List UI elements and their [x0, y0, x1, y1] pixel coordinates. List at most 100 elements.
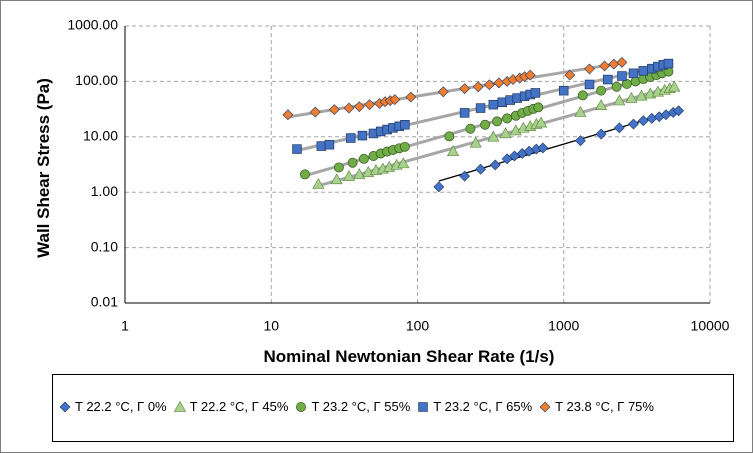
data-point-series-4	[459, 83, 471, 95]
data-point-series-4	[524, 69, 536, 81]
fit-line-series-4	[287, 61, 623, 119]
data-point-series-4	[472, 81, 484, 93]
data-point-series-2	[596, 85, 607, 96]
data-point-series-3	[346, 133, 356, 143]
data-point-series-1	[625, 91, 638, 103]
data-point-series-3	[324, 139, 335, 150]
circle-marker-icon	[296, 401, 307, 412]
data-point-series-2	[465, 123, 476, 134]
data-point-series-1	[312, 177, 325, 189]
data-point-series-2	[492, 116, 503, 127]
legend-label: T 22.2 °C, Γ 0%	[75, 399, 167, 414]
data-point-series-1	[447, 145, 460, 156]
legend-marker-shape	[59, 401, 71, 412]
data-point-series-4	[483, 79, 495, 91]
data-point-series-4	[328, 104, 340, 116]
x-axis-title: Nominal Newtonian Shear Rate (1/s)	[264, 347, 555, 366]
data-point-series-2	[358, 153, 369, 164]
legend: T 22.2 °C, Γ 0% T 22.2 °C, Γ 45% T 23.2 °C…	[52, 374, 734, 442]
data-point-series-4	[343, 102, 355, 114]
legend-items: T 22.2 °C, Γ 0% T 22.2 °C, Γ 45% T 23.2 °C…	[59, 399, 661, 414]
data-point-series-1	[353, 168, 366, 180]
y-tick-label: 1.00	[91, 183, 118, 199]
data-point-series-4	[599, 60, 610, 72]
data-point-series-1	[613, 94, 626, 106]
data-point-series-2	[300, 169, 310, 180]
data-point-series-2	[611, 81, 622, 92]
legend-marker-shape	[296, 401, 307, 412]
x-tick-label: 10	[263, 317, 279, 333]
axes	[124, 26, 710, 304]
data-point-series-0	[628, 118, 639, 130]
data-point-series-3	[316, 141, 327, 151]
data-point-series-0	[433, 181, 445, 193]
data-point-series-4	[616, 57, 628, 68]
data-point-series-2	[480, 119, 491, 130]
legend-marker-shape	[418, 401, 429, 412]
data-point-series-1	[469, 136, 482, 148]
data-point-series-4	[608, 58, 620, 70]
data-point-series-1	[535, 116, 548, 128]
data-point-series-4	[309, 106, 321, 118]
data-point-series-0	[637, 115, 649, 127]
data-point-series-2	[577, 90, 588, 101]
legend-label: T 23.2 °C, Γ 55%	[311, 399, 411, 414]
data-point-series-3	[292, 144, 302, 154]
data-point-series-3	[628, 68, 639, 79]
data-point-series-1	[574, 105, 587, 117]
x-tick-label: 10000	[691, 317, 730, 333]
data-point-series-0	[459, 170, 471, 182]
x-tick-label: 1	[121, 317, 129, 333]
legend-marker-shape	[173, 400, 186, 412]
tick-labels: 1 10 100 1000 10000 0.01 0.10 1.00 10.00 100.00 10…	[67, 17, 729, 334]
data-point-series-2	[444, 131, 455, 142]
legend-item: T 23.2 °C, Γ 55%	[295, 399, 410, 414]
y-axis-title: Wall Shear Stress (Pa)	[34, 78, 53, 258]
x-tick-label: 100	[406, 317, 430, 333]
data-point-series-3	[530, 88, 541, 98]
data-point-series-0	[537, 142, 549, 154]
legend-label: T 22.2 °C, Γ 45%	[189, 399, 289, 414]
data-point-series-3	[617, 71, 627, 81]
diamond-marker-icon	[539, 401, 551, 412]
data-point-series-3	[475, 103, 486, 113]
y-tick-label: 10.00	[83, 128, 118, 144]
legend-label: T 23.8 °C, Γ 75%	[555, 399, 654, 414]
data-point-series-3	[584, 79, 595, 90]
data-point-series-4	[405, 91, 417, 103]
triangle-marker-icon	[173, 400, 186, 412]
data-point-series-1	[487, 130, 500, 142]
data-point-series-2	[347, 157, 358, 168]
data-point-series-1	[330, 173, 343, 185]
data-point-series-3	[638, 66, 649, 76]
y-tick-label: 0.01	[91, 294, 118, 310]
data-point-series-3	[558, 85, 569, 96]
data-point-series-1	[635, 89, 648, 101]
data-point-series-3	[603, 74, 613, 85]
data-point-series-2	[333, 162, 344, 173]
data-point-series-3	[488, 99, 499, 110]
y-tick-label: 0.10	[91, 238, 118, 254]
data-point-series-4	[437, 86, 449, 98]
data-point-series-0	[646, 112, 658, 124]
data-point-series-0	[595, 128, 607, 140]
data-point-series-4	[389, 94, 401, 105]
data-point-series-3	[497, 97, 508, 108]
data-point-series-0	[613, 122, 625, 134]
data-point-series-4	[364, 99, 375, 111]
data-point-series-0	[574, 135, 586, 147]
diamond-marker-icon	[59, 401, 71, 412]
data-point-series-2	[399, 141, 410, 152]
data-point-series-1	[397, 157, 410, 169]
legend-item: T 22.2 °C, Γ 0%	[59, 399, 167, 414]
x-tick-label: 1000	[548, 317, 579, 333]
data-point-series-0	[673, 105, 685, 117]
data-point-series-2	[533, 102, 544, 113]
data-point-series-3	[400, 120, 410, 130]
square-marker-icon	[418, 401, 429, 412]
data-point-series-4	[493, 77, 505, 89]
legend-item: T 23.8 °C, Γ 75%	[539, 399, 654, 414]
data-point-series-1	[342, 170, 355, 181]
